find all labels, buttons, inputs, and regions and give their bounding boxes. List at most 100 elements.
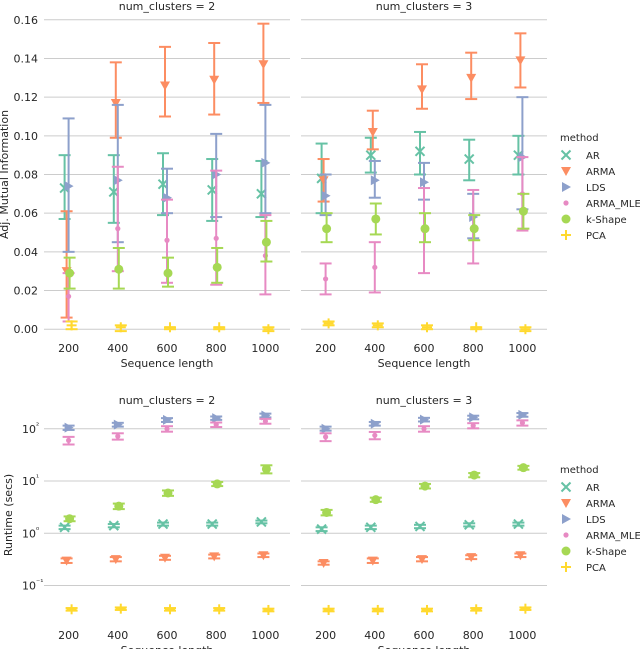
series-lds	[319, 409, 529, 434]
x-tick-label: 600	[157, 342, 178, 355]
data-point-arma-mle	[421, 426, 427, 432]
data-point-arma	[417, 85, 427, 95]
data-point-lds	[420, 177, 429, 188]
x-tick-label: 200	[58, 629, 79, 642]
series-pca	[322, 603, 532, 615]
series-k-shape	[320, 463, 530, 517]
data-point-arma-mle	[66, 437, 72, 443]
x-axis-label: Sequence length	[378, 644, 471, 649]
data-point-arma-mle	[164, 237, 170, 243]
series-ar	[315, 518, 525, 535]
data-point-k-shape	[163, 488, 173, 498]
legend-2: method AR ARMA LDS ARMA_MLE k-Shape PCA	[560, 465, 640, 574]
y-tick-base: 10	[22, 527, 36, 540]
legend-label: LDS	[586, 183, 606, 194]
data-point-lds	[64, 422, 74, 433]
panel-title: num_clusters = 2	[119, 0, 216, 13]
legend-label: AR	[586, 483, 600, 494]
x-axis-label: Sequence length	[121, 357, 214, 370]
legend-marker-arma	[561, 499, 571, 508]
y-tick-label: 0.06	[14, 207, 39, 220]
panel-1: 0.00 0.02 0.04 0.06 0.08 0.10 0.12 0.14 0.16 200 4…	[0, 0, 290, 370]
y-tick-label: 10²	[22, 421, 39, 436]
legend-label: k-Shape	[586, 547, 627, 558]
data-point-ar-b	[256, 516, 267, 528]
y-tick-label: 0.10	[14, 130, 39, 143]
data-point-k-shape	[469, 224, 479, 234]
data-point-arma-mle	[519, 420, 526, 426]
y-tick-label: 0.12	[14, 91, 39, 104]
panel-title: num_clusters = 3	[376, 0, 473, 13]
panel-4: 200 400 600 800 1000 num_clusters = 3 Sequence…	[301, 394, 547, 649]
data-point-arma	[515, 56, 526, 66]
y-tick-exp: ⁰	[36, 525, 39, 534]
legend-marker-k-shape	[561, 546, 571, 556]
legend-marker-lds	[562, 182, 571, 192]
legend-label: PCA	[586, 563, 606, 574]
x-tick-label: 1000	[251, 342, 279, 355]
data-point-k-shape	[322, 507, 332, 517]
legend-marker-arma	[561, 167, 571, 176]
series-pca	[322, 318, 532, 335]
legend-label: k-Shape	[586, 215, 627, 226]
data-point-arma	[466, 73, 477, 83]
data-point-arma	[110, 98, 121, 108]
x-tick-label: 400	[364, 629, 385, 642]
series-ar	[315, 130, 525, 215]
y-axis-label: Runtime (secs)	[2, 474, 15, 556]
data-point-ar-b	[157, 518, 169, 530]
data-point-k-shape	[212, 262, 222, 272]
y-tick-label: 0.04	[14, 246, 39, 259]
x-tick-label: 800	[206, 342, 227, 355]
data-point-arma	[417, 555, 427, 565]
legend-label: ARMA	[586, 167, 615, 178]
data-point-ar-b	[414, 146, 426, 157]
data-point-arma-mle	[470, 423, 476, 429]
data-point-arma	[515, 551, 526, 561]
data-point-arma	[258, 60, 269, 70]
y-tick-exp: ⁻¹	[36, 577, 43, 586]
data-point-k-shape	[322, 224, 332, 234]
data-point-lds	[469, 412, 479, 423]
data-point-k-shape	[114, 264, 124, 274]
data-point-arma-mle	[323, 276, 329, 282]
y-axis-label: Adj. Mutual Information	[0, 110, 11, 239]
legend-title: method	[560, 465, 599, 476]
y-tick-exp: ¹	[36, 473, 39, 482]
legend-label: ARMA_MLE	[586, 531, 640, 542]
y-tick-exp: ²	[36, 421, 39, 430]
y-tick-base: 10	[22, 423, 36, 436]
data-point-k-shape	[212, 479, 222, 489]
data-point-arma-mle	[262, 418, 268, 424]
data-point-arma-mle	[213, 422, 219, 428]
series-ar	[58, 516, 268, 533]
panel-title: num_clusters = 2	[119, 394, 216, 407]
data-point-arma-mle	[372, 264, 378, 270]
x-tick-label: 200	[315, 342, 336, 355]
data-point-ar-b	[365, 149, 377, 161]
data-point-lds	[321, 423, 331, 434]
data-point-arma	[367, 127, 378, 137]
data-point-k-shape	[114, 501, 124, 511]
data-point-arma-mle	[66, 293, 72, 299]
x-tick-label: 800	[463, 629, 484, 642]
data-point-arma	[110, 555, 121, 565]
data-point-k-shape	[261, 464, 271, 474]
legend-label: LDS	[586, 515, 606, 526]
data-point-arma	[160, 81, 170, 91]
data-point-ar-b	[513, 518, 524, 530]
legend-label: ARMA	[586, 499, 615, 510]
data-point-ar-b	[463, 519, 475, 531]
legend-label: PCA	[586, 231, 606, 242]
x-tick-label: 800	[206, 629, 227, 642]
data-point-lds	[113, 419, 123, 430]
series-arma	[317, 32, 527, 203]
y-tick-label: 0.16	[14, 14, 39, 27]
data-point-arma	[61, 556, 72, 566]
x-tick-label: 600	[157, 629, 178, 642]
data-point-lds	[370, 175, 380, 186]
data-point-arma-mle	[164, 426, 170, 432]
data-point-k-shape	[420, 481, 430, 491]
data-point-lds	[163, 414, 172, 425]
